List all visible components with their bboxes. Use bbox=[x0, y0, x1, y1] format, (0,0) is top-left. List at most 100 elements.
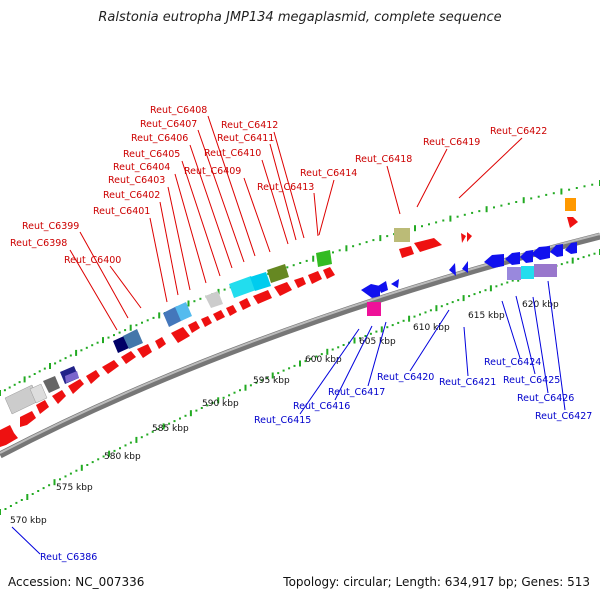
feature-box[interactable] bbox=[205, 291, 223, 308]
gene-arrow[interactable] bbox=[20, 411, 36, 427]
feature-box[interactable] bbox=[316, 250, 332, 267]
gene-label[interactable]: Reut_C6419 bbox=[423, 137, 480, 148]
gene-arrow[interactable] bbox=[102, 360, 119, 374]
gene-arrow[interactable] bbox=[0, 425, 18, 447]
gene-label[interactable]: Reut_C6412 bbox=[221, 120, 278, 131]
gene-label[interactable]: Reut_C6403 bbox=[108, 175, 165, 186]
gene-arrow[interactable] bbox=[467, 232, 472, 242]
feature-box[interactable] bbox=[229, 276, 256, 298]
gene-label[interactable]: Reut_C6420 bbox=[377, 372, 434, 383]
gene-arrow[interactable] bbox=[52, 390, 66, 404]
feature-box[interactable] bbox=[65, 371, 79, 383]
gene-arrow[interactable] bbox=[323, 267, 335, 279]
feature-box[interactable] bbox=[521, 266, 534, 279]
callout-line bbox=[197, 129, 245, 263]
gene-arrow[interactable] bbox=[505, 252, 520, 265]
gene-label[interactable]: Reut_C6417 bbox=[328, 387, 385, 398]
gene-label[interactable]: Reut_C6406 bbox=[131, 133, 188, 144]
gene-label[interactable]: Reut_C6414 bbox=[300, 168, 357, 179]
gene-arrow[interactable] bbox=[462, 261, 468, 273]
gene-label[interactable]: Reut_C6416 bbox=[293, 401, 350, 412]
feature-box[interactable] bbox=[267, 264, 289, 283]
minor-tick bbox=[33, 373, 36, 375]
gene-label[interactable]: Reut_C6421 bbox=[439, 377, 496, 388]
gene-arrow[interactable] bbox=[484, 254, 504, 268]
gene-label[interactable]: Reut_C6400 bbox=[64, 255, 121, 266]
gene-label[interactable]: Reut_C6386 bbox=[40, 552, 97, 563]
gene-label[interactable]: Reut_C6411 bbox=[217, 133, 274, 144]
gene-arrow[interactable] bbox=[449, 263, 456, 276]
gene-arrow[interactable] bbox=[565, 242, 577, 254]
gene-label[interactable]: Reut_C6409 bbox=[184, 166, 241, 177]
gene-arrow[interactable] bbox=[274, 282, 292, 296]
gene-label[interactable]: Reut_C6404 bbox=[113, 162, 170, 173]
feature-box[interactable] bbox=[250, 272, 271, 291]
gene-label[interactable]: Reut_C6407 bbox=[140, 119, 197, 130]
feature-box[interactable] bbox=[43, 376, 60, 393]
gene-arrow[interactable] bbox=[361, 284, 380, 298]
gene-label[interactable]: Reut_C6415 bbox=[254, 415, 311, 426]
gene-label[interactable]: Reut_C6413 bbox=[257, 182, 314, 193]
minor-tick bbox=[152, 316, 155, 319]
gene-arrow[interactable] bbox=[155, 337, 166, 349]
gene-label[interactable]: Reut_C6410 bbox=[204, 148, 261, 159]
minor-tick bbox=[113, 334, 115, 337]
minor-tick bbox=[500, 283, 503, 286]
gene-label[interactable]: Reut_C6401 bbox=[93, 206, 150, 217]
gene-arrow[interactable] bbox=[461, 233, 466, 243]
gene-arrow[interactable] bbox=[550, 244, 563, 257]
gene-label[interactable]: Reut_C6405 bbox=[123, 149, 180, 160]
gene-arrow[interactable] bbox=[213, 310, 225, 321]
gene-arrow[interactable] bbox=[391, 279, 399, 288]
feature-box[interactable] bbox=[565, 198, 576, 211]
gene-label[interactable]: Reut_C6418 bbox=[355, 154, 412, 165]
gene-arrow[interactable] bbox=[226, 305, 237, 316]
feature-box[interactable] bbox=[123, 329, 143, 349]
gene-arrow[interactable] bbox=[137, 344, 152, 358]
gene-arrow[interactable] bbox=[86, 370, 100, 384]
feature-box[interactable] bbox=[367, 302, 381, 316]
gene-label[interactable]: Reut_C6402 bbox=[103, 190, 160, 201]
gene-label[interactable]: Reut_C6399 bbox=[22, 221, 79, 232]
gene-label[interactable]: Reut_C6425 bbox=[503, 375, 560, 386]
gene-arrow[interactable] bbox=[121, 351, 136, 364]
gene-arrow[interactable] bbox=[201, 316, 212, 327]
gene-arrow[interactable] bbox=[68, 379, 84, 394]
minor-tick bbox=[463, 213, 466, 216]
feature-box[interactable] bbox=[507, 267, 521, 280]
gene-arrow[interactable] bbox=[531, 246, 550, 260]
gene-arrow[interactable] bbox=[188, 321, 200, 333]
minor-tick bbox=[168, 422, 171, 425]
minor-tick bbox=[552, 192, 555, 195]
accession-text: Accession: NC_007336 bbox=[8, 575, 145, 589]
gene-arrow[interactable] bbox=[171, 327, 190, 343]
minor-tick bbox=[146, 433, 149, 436]
gene-label[interactable]: Reut_C6426 bbox=[517, 393, 574, 404]
minor-tick bbox=[320, 353, 323, 356]
gene-arrow[interactable] bbox=[308, 271, 322, 284]
feature-box[interactable] bbox=[29, 383, 48, 404]
minor-tick bbox=[429, 309, 432, 312]
major-tick bbox=[489, 285, 492, 292]
gene-arrow[interactable] bbox=[253, 290, 272, 304]
gene-label[interactable]: Reut_C6422 bbox=[490, 126, 547, 137]
minor-tick bbox=[211, 401, 214, 404]
callout-line bbox=[11, 526, 41, 555]
gene-arrow[interactable] bbox=[294, 277, 306, 288]
gene-arrow[interactable] bbox=[399, 246, 414, 258]
feature-box[interactable] bbox=[394, 228, 410, 242]
gene-arrow[interactable] bbox=[239, 298, 251, 310]
feature-box[interactable] bbox=[534, 264, 557, 277]
minor-tick bbox=[102, 455, 105, 458]
gene-label[interactable]: Reut_C6427 bbox=[535, 411, 592, 422]
gene-label[interactable]: Reut_C6408 bbox=[150, 105, 207, 116]
gene-arrow[interactable] bbox=[567, 217, 578, 228]
minor-tick bbox=[249, 384, 252, 387]
feature-box[interactable] bbox=[175, 302, 192, 321]
gene-label[interactable]: Reut_C6398 bbox=[10, 238, 67, 249]
gene-label[interactable]: Reut_C6424 bbox=[484, 357, 541, 368]
gene-arrow[interactable] bbox=[378, 281, 388, 293]
gene-arrow[interactable] bbox=[36, 400, 49, 414]
gene-arrow[interactable] bbox=[414, 238, 442, 252]
gene-arrow[interactable] bbox=[520, 250, 533, 263]
